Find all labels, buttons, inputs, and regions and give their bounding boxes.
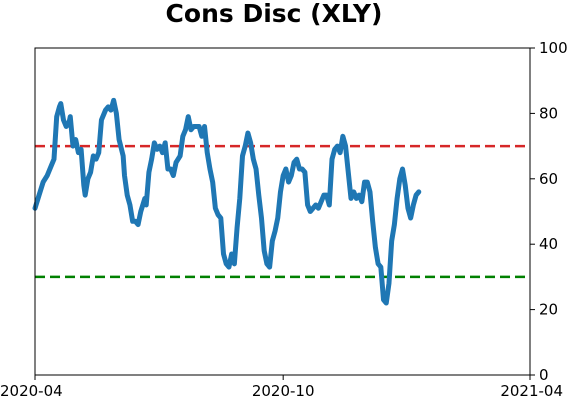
y-tick-label: 100 xyxy=(539,39,568,57)
plot-frame xyxy=(34,47,531,376)
plot-area xyxy=(32,47,531,376)
y-axis: 0 20 40 60 80 100 xyxy=(530,39,568,384)
y-tick-label: 20 xyxy=(539,301,558,319)
x-tick-label: 2020-10 xyxy=(252,382,315,400)
reference-lines xyxy=(35,144,530,279)
x-axis: 2020-04 2020-10 2021-04 xyxy=(0,375,563,400)
x-tick-label: 2020-04 xyxy=(0,382,63,400)
chart-title: Cons Disc (XLY) xyxy=(166,0,383,28)
y-tick-label: 0 xyxy=(539,366,549,384)
y-tick-label: 40 xyxy=(539,235,558,253)
y-tick-label: 80 xyxy=(539,104,558,122)
series-line xyxy=(32,97,422,306)
x-tick-label: 2021-04 xyxy=(500,382,563,400)
y-tick-label: 60 xyxy=(539,170,558,188)
